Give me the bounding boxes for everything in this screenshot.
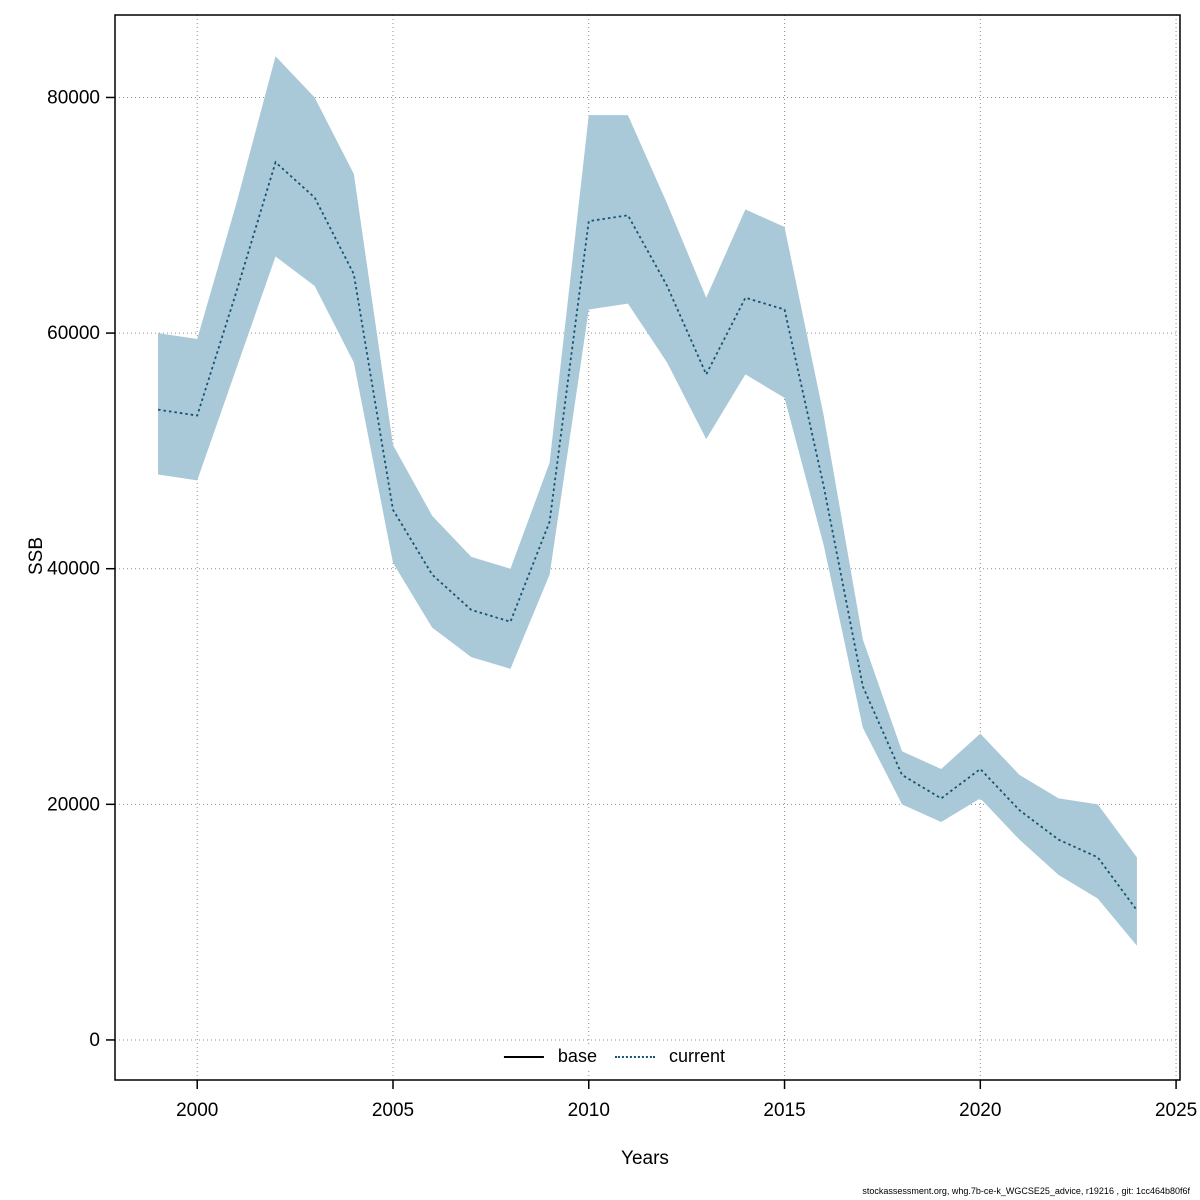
plot-border: [114, 14, 1181, 1081]
current-line: [157, 160, 1138, 911]
x-tick-label: 2020: [959, 1100, 1001, 1121]
y-tick-label: 20000: [47, 794, 100, 815]
base-line-sample-icon: [503, 1055, 544, 1058]
x-tick-label: 2010: [568, 1100, 610, 1121]
footer-attribution: stockassessment.org, whg.7b-ce-k_WGCSE25…: [862, 1186, 1190, 1196]
x-tick-label: 2005: [372, 1100, 414, 1121]
y-tick-label: 60000: [47, 323, 100, 344]
x-tick-label: 2000: [176, 1100, 218, 1121]
legend-label-base: base: [557, 1046, 597, 1066]
x-axis-label: Years: [621, 1148, 669, 1169]
legend-item-base: base: [503, 1046, 597, 1067]
x-tick-label: 2025: [1155, 1100, 1197, 1121]
y-axis-label: SSB: [26, 536, 48, 576]
confidence-ribbon: [158, 56, 1137, 946]
legend: base current: [493, 1044, 736, 1069]
current-line-sample-icon: [614, 1055, 655, 1058]
x-tick-label: 2015: [763, 1100, 805, 1121]
y-tick-label: 80000: [47, 87, 100, 108]
y-tick-label: 0: [89, 1030, 100, 1051]
legend-item-current: current: [614, 1046, 726, 1067]
legend-label-current: current: [668, 1046, 726, 1066]
y-tick-label: 40000: [47, 559, 100, 580]
